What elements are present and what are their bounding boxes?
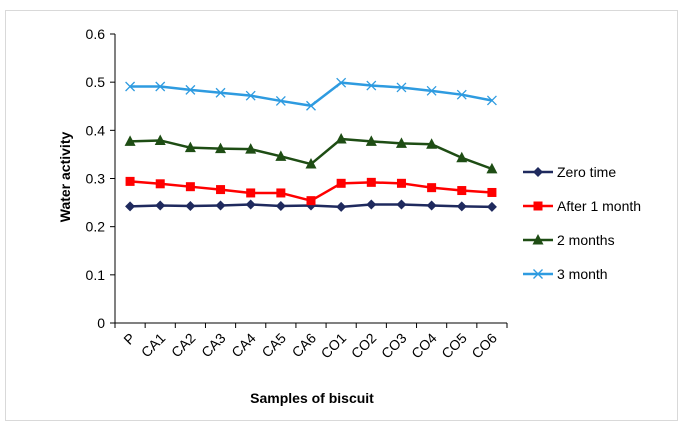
y-tick-label: 0.2 bbox=[86, 219, 106, 235]
data-point bbox=[396, 199, 407, 210]
legend-item: 2 months bbox=[523, 232, 615, 248]
legend-item: Zero time bbox=[523, 164, 616, 180]
legend-label: 3 month bbox=[557, 266, 608, 282]
data-point bbox=[486, 201, 497, 212]
data-point bbox=[216, 185, 226, 195]
data-point bbox=[185, 200, 196, 211]
series-3-month bbox=[125, 77, 497, 111]
x-tick-label: CO4 bbox=[408, 330, 440, 362]
series-2-months bbox=[124, 133, 498, 174]
data-point bbox=[185, 182, 195, 192]
data-point bbox=[246, 188, 256, 198]
data-point bbox=[245, 199, 256, 210]
data-point bbox=[396, 178, 406, 188]
legend-swatch-marker bbox=[533, 167, 543, 177]
data-point bbox=[426, 138, 438, 149]
data-point bbox=[365, 135, 377, 146]
data-point bbox=[155, 179, 165, 189]
x-tick-label: CO6 bbox=[468, 330, 500, 362]
y-tick-label: 0.5 bbox=[86, 74, 106, 90]
data-point bbox=[336, 77, 347, 88]
x-tick-label: CA2 bbox=[168, 330, 199, 361]
data-point bbox=[155, 81, 166, 92]
data-point bbox=[215, 200, 226, 211]
data-point bbox=[125, 176, 135, 186]
data-point bbox=[275, 200, 286, 211]
data-point bbox=[395, 137, 407, 148]
data-point bbox=[366, 199, 377, 210]
data-point bbox=[245, 143, 257, 154]
data-point bbox=[427, 183, 437, 193]
legend: Zero time After 1 month 2 months 3 month bbox=[523, 164, 641, 282]
series-after-1-month bbox=[125, 176, 497, 206]
data-point bbox=[215, 142, 227, 154]
data-point bbox=[184, 141, 196, 153]
legend-label: Zero time bbox=[557, 164, 616, 180]
data-point bbox=[215, 87, 226, 98]
data-point bbox=[457, 186, 467, 196]
data-point bbox=[336, 201, 347, 212]
data-point bbox=[154, 134, 166, 145]
data-point bbox=[335, 133, 347, 144]
data-point bbox=[185, 84, 196, 95]
data-point bbox=[305, 158, 317, 169]
legend-item: 3 month bbox=[523, 266, 608, 282]
data-point bbox=[155, 200, 166, 211]
series-layer bbox=[124, 77, 498, 212]
data-point bbox=[275, 95, 286, 106]
y-tick-label: 0.1 bbox=[86, 267, 106, 283]
data-point bbox=[426, 85, 437, 96]
y-tick-label: 0 bbox=[97, 315, 105, 331]
data-point bbox=[487, 187, 497, 197]
data-point bbox=[366, 80, 377, 91]
data-point bbox=[396, 82, 407, 93]
x-tick-label: CO1 bbox=[318, 330, 350, 362]
x-tick-label: CA5 bbox=[258, 330, 289, 361]
data-point bbox=[124, 135, 136, 146]
y-axis-title: Water activity bbox=[57, 132, 73, 223]
x-tick-label: CA6 bbox=[289, 330, 320, 361]
x-tick-label: CA3 bbox=[198, 330, 229, 361]
data-point bbox=[456, 201, 467, 212]
data-point bbox=[336, 178, 346, 188]
data-point bbox=[125, 201, 136, 212]
x-tick-label: CA4 bbox=[228, 330, 259, 361]
x-axis-title: Samples of biscuit bbox=[250, 390, 374, 406]
legend-swatch-marker bbox=[532, 234, 544, 245]
x-tick-label: CO2 bbox=[348, 330, 380, 362]
legend-label: 2 months bbox=[557, 232, 615, 248]
x-tick-label: CA1 bbox=[138, 330, 169, 361]
series-line bbox=[130, 81, 493, 108]
data-point bbox=[275, 150, 287, 161]
axes bbox=[110, 33, 508, 328]
y-tick-label: 0.3 bbox=[86, 171, 106, 187]
x-tick-label: P bbox=[120, 330, 138, 348]
legend-item: After 1 month bbox=[523, 198, 641, 214]
data-point bbox=[456, 89, 467, 100]
data-point bbox=[366, 177, 376, 187]
data-point bbox=[245, 90, 256, 101]
data-point bbox=[306, 196, 316, 206]
legend-swatch-marker bbox=[533, 201, 543, 211]
data-point bbox=[456, 151, 468, 163]
y-tick-label: 0.4 bbox=[86, 122, 106, 138]
y-tick-labels: 0 0.1 0.2 0.3 0.4 0.5 0.6 bbox=[86, 26, 106, 331]
data-point bbox=[426, 200, 437, 211]
legend-swatch-marker bbox=[533, 269, 543, 279]
legend-label: After 1 month bbox=[557, 198, 641, 214]
data-point bbox=[486, 162, 498, 174]
data-point bbox=[125, 81, 136, 92]
x-tick-label: CO5 bbox=[438, 330, 470, 362]
data-point bbox=[306, 100, 316, 111]
data-point bbox=[486, 95, 497, 106]
y-tick-label: 0.6 bbox=[86, 26, 106, 42]
x-tick-label: CO3 bbox=[378, 330, 410, 362]
data-point bbox=[276, 188, 286, 198]
chart-frame bbox=[5, 10, 678, 421]
